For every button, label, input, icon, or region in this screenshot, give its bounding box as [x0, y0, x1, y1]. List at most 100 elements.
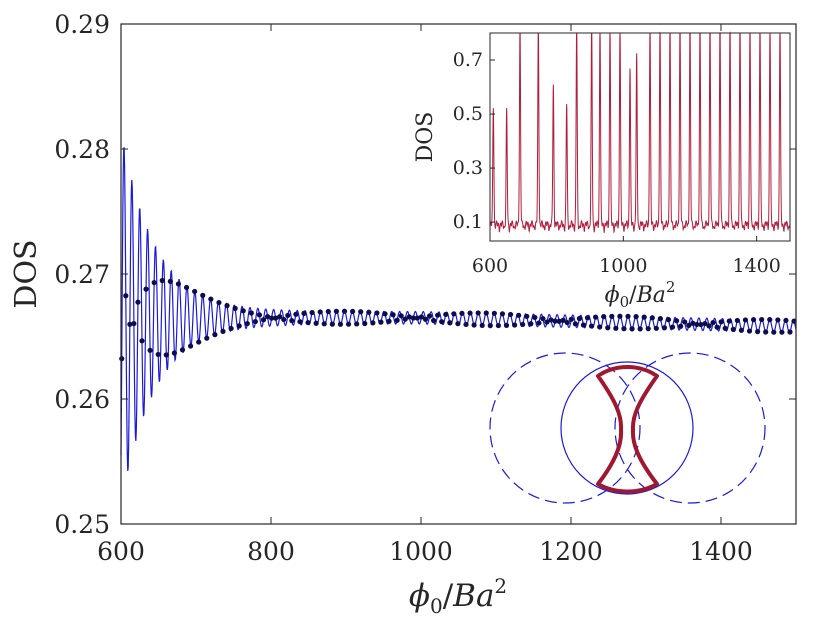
main-data-point [131, 320, 137, 327]
inset-y-tick-label: 0.5 [453, 103, 483, 125]
main-data-point [459, 310, 465, 316]
main-data-point [406, 314, 412, 320]
main-data-point [426, 313, 433, 319]
main-data-point [350, 308, 356, 315]
main-data-point [580, 322, 587, 328]
main-data-point [390, 312, 396, 318]
inset-plot-area [490, 33, 790, 241]
main-data-point [718, 319, 724, 325]
main-data-point [734, 317, 740, 324]
main-data-point [755, 329, 761, 335]
x-label-sup: 2 [494, 574, 507, 598]
main-data-point [491, 310, 497, 316]
main-data-point [613, 325, 619, 331]
main-data-point [625, 313, 631, 319]
main-data-point [378, 319, 384, 325]
main-data-point [366, 309, 372, 315]
main-data-point [763, 329, 769, 335]
main-data-point [556, 318, 562, 324]
main-x-tick-label: 1200 [539, 537, 603, 566]
main-data-point [499, 311, 506, 317]
main-x-tick-label: 1000 [389, 537, 453, 566]
main-data-point [775, 317, 781, 323]
main-data-point [588, 323, 595, 329]
main-data-point [730, 326, 736, 332]
main-data-point [609, 313, 615, 319]
main-data-point [605, 325, 611, 331]
fermi-schematic [489, 352, 766, 504]
main-data-point [362, 320, 368, 327]
main-data-point [175, 281, 182, 287]
main-data-point [483, 310, 489, 316]
main-y-tick-label: 0.27 [54, 260, 110, 289]
main-data-point [568, 316, 574, 322]
main-data-point [698, 321, 704, 328]
x-label-a: a [476, 578, 494, 614]
main-data-point [159, 277, 165, 284]
main-data-point [317, 309, 323, 315]
main-data-point [228, 325, 234, 332]
main-data-point [248, 310, 254, 316]
main-data-point [617, 313, 623, 319]
inset-x-tick-label: 1000 [599, 255, 647, 277]
x-label-sub: 0 [430, 594, 443, 618]
x-label-phi: ϕ [409, 578, 430, 614]
main-x-axis-label: ϕ0/Ba2 [409, 574, 507, 618]
main-data-point [674, 318, 680, 324]
main-data-point [236, 323, 242, 329]
dashed-circle-left [489, 352, 641, 504]
main-data-point [301, 310, 307, 316]
main-data-point [726, 318, 732, 324]
main-data-point [208, 296, 214, 302]
main-data-point [370, 320, 376, 326]
main-data-point [289, 318, 295, 324]
main-data-point [710, 320, 716, 326]
main-data-point [694, 321, 700, 328]
main-data-point [714, 324, 720, 330]
main-data-point [232, 305, 238, 311]
main-data-point [123, 293, 129, 299]
main-data-point [358, 309, 364, 315]
main-data-point [192, 288, 198, 295]
main-data-point [576, 315, 583, 322]
main-data-point [127, 321, 133, 327]
main-data-point [791, 318, 797, 324]
main-data-point [653, 325, 659, 331]
main-data-point [759, 316, 765, 323]
main-data-point [678, 323, 684, 329]
x-label-slash: / [443, 578, 454, 614]
main-data-point [451, 311, 457, 317]
main-data-point [560, 317, 566, 323]
main-data-point [220, 328, 226, 334]
main-data-point [183, 284, 190, 291]
main-data-point [216, 299, 222, 306]
main-x-tick-label: 1400 [689, 537, 753, 566]
main-data-point [520, 321, 526, 328]
main-data-point [637, 326, 643, 332]
main-data-point [722, 325, 728, 331]
main-data-point [264, 313, 271, 320]
main-data-point [536, 320, 542, 326]
main-data-point [329, 321, 335, 327]
inset-x-label-a: a [653, 283, 666, 308]
main-data-point [443, 311, 449, 318]
main-data-point [374, 310, 380, 316]
main-data-point [240, 308, 246, 314]
main-data-point [783, 317, 789, 324]
inset-x-label-sub: 0 [620, 293, 630, 311]
inset-y-tick-label: 0.7 [453, 49, 483, 71]
main-data-point [321, 321, 327, 327]
main-data-point [621, 326, 627, 332]
main-data-point [179, 347, 186, 353]
main-data-point [524, 313, 530, 319]
main-y-tick-label: 0.25 [54, 510, 110, 539]
main-data-point [657, 316, 664, 322]
main-data-point [738, 327, 745, 333]
main-data-point [564, 319, 570, 326]
main-data-point [690, 320, 696, 326]
main-data-point [532, 314, 538, 321]
inset-x-tick-label: 1400 [732, 255, 780, 277]
main-data-point [354, 321, 360, 327]
main-y-tick-label: 0.26 [54, 385, 110, 414]
